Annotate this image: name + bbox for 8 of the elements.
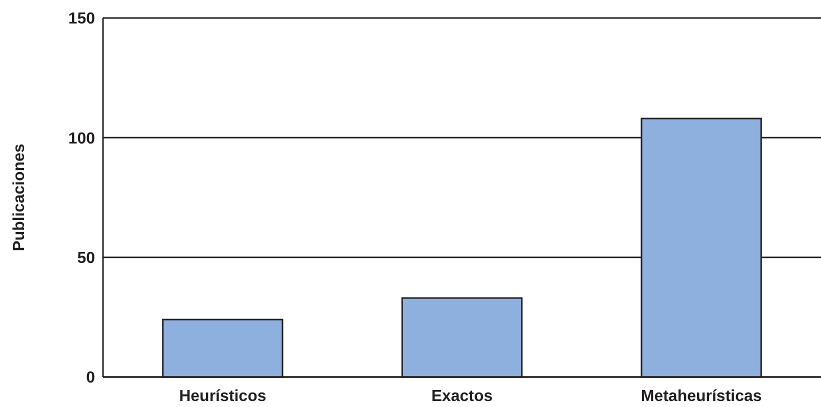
x-tick-label: Exactos [431,388,493,405]
x-tick-label: Heurísticos [179,388,266,405]
y-tick-label: 0 [86,370,96,387]
y-tick-label: 100 [68,130,96,148]
y-axis-title: Publicaciones [11,144,28,252]
y-tick-label: 50 [77,250,96,267]
x-tick-label: Metaheurísticas [640,388,762,405]
y-tick-label: 150 [68,10,96,28]
